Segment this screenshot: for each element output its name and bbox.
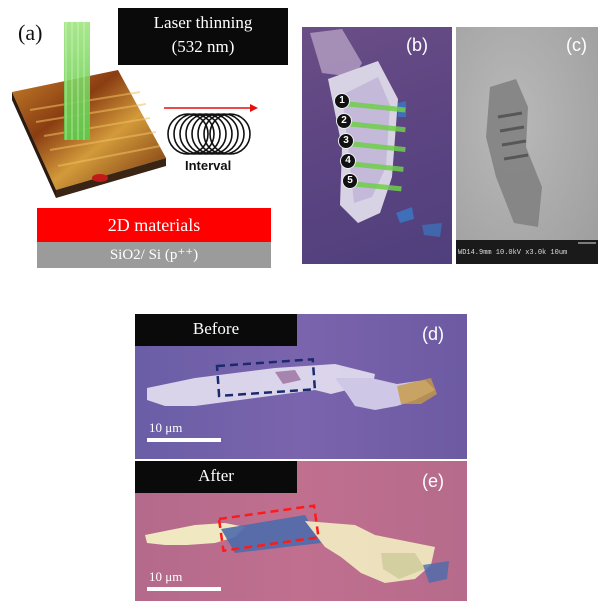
laser-title-line2: (532 nm) [171, 37, 235, 56]
panel-c-label: (c) [566, 35, 587, 55]
panel-e-label: (e) [422, 471, 444, 491]
laser-beam-stripes [65, 22, 85, 140]
sem-info-bar: WD14.9mm 10.0kV x3.0k 10um [458, 249, 568, 257]
panel-e-scale-label: 10 μm [149, 569, 183, 584]
substrate-layer: SiO2/ Si (p⁺⁺) [37, 242, 271, 268]
laser-title-box: Laser thinning (532 nm) [118, 8, 288, 65]
panel-d-scale-bar [147, 438, 221, 442]
panel-c-image: (c) WD14.9mm 10.0kV x3.0k 10um [456, 27, 598, 264]
after-tag: After [135, 461, 297, 493]
laser-tracks [343, 101, 406, 192]
laser-title-line1: Laser thinning [153, 13, 253, 32]
laser-beam [64, 22, 90, 140]
interval-scan-illustration [164, 104, 258, 155]
interval-label: Interval [185, 158, 232, 173]
marker-2: 2 [336, 113, 352, 129]
material-layer: 2D materials [37, 208, 271, 242]
afm-side-front [56, 158, 166, 198]
overlapping-circles [167, 113, 251, 155]
marker-3: 3 [338, 133, 354, 149]
after-region-box [217, 504, 320, 553]
before-tag: Before [135, 314, 297, 346]
marker-4: 4 [340, 153, 356, 169]
marker-5: 5 [342, 173, 358, 189]
flake-d [147, 357, 437, 410]
afm-red-spot [92, 174, 108, 182]
afm-side-left [12, 92, 56, 198]
panel-d-label: (d) [422, 324, 444, 344]
panel-b-label: (b) [406, 35, 428, 55]
sem-flake [456, 79, 598, 264]
panel-b-image: (b) 1 2 3 4 5 [302, 27, 452, 264]
afm-sample-illustration [12, 22, 166, 198]
panel-a-label: (a) [18, 20, 43, 45]
panel-d-scale-label: 10 μm [149, 420, 183, 435]
marker-1: 1 [334, 93, 350, 109]
before-region-box [215, 357, 317, 398]
flake-b [310, 29, 442, 237]
panel-d-image: Before (d) 10 μm [135, 314, 467, 459]
scan-arrow-head [250, 104, 258, 112]
flake-e [145, 504, 449, 583]
panel-e-scale-bar [147, 587, 221, 591]
panel-e-image: After (e) 10 μm [135, 461, 467, 601]
